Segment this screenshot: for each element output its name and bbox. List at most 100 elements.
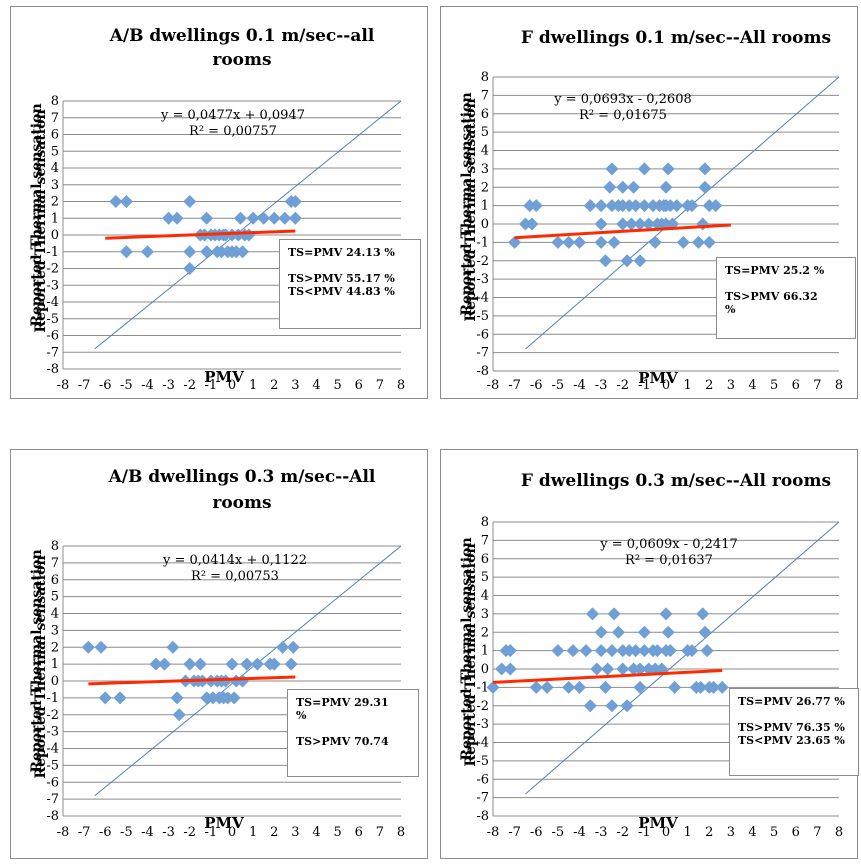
data-point: [141, 245, 154, 259]
data-point: [627, 180, 641, 194]
y-tick-label: 7: [481, 533, 489, 548]
ts-line: TS<PMV 23.65 %: [738, 734, 845, 747]
x-tick-label: 8: [835, 825, 843, 840]
data-point: [149, 657, 163, 671]
trendline-equation: y = 0,0477x + 0,0947: [160, 108, 305, 123]
y-tick-label: 0: [481, 662, 489, 677]
x-tick-label: -7: [78, 825, 91, 840]
ts-summary-box-4: TS=PMV 26.77 % TS>PMV 76.35 % TS<PMV 23.…: [729, 688, 859, 776]
x-tick-label: 3: [291, 825, 299, 840]
x-tick-label: 7: [813, 825, 821, 840]
y-tick-label: -4: [46, 742, 59, 757]
x-tick-label: -7: [508, 825, 521, 840]
x-tick-label: 6: [792, 378, 800, 393]
data-point: [227, 691, 241, 705]
data-point: [119, 245, 133, 259]
chart-3: A/B dwellings 0.3 m/sec--Allrooms8765432…: [29, 467, 405, 840]
data-point: [685, 644, 699, 658]
x-axis-label: PMV: [204, 814, 244, 832]
trendline: [514, 223, 731, 240]
x-tick-label: 3: [291, 378, 299, 393]
data-point: [659, 607, 673, 621]
y-tick-label: -7: [476, 346, 489, 361]
data-point: [616, 180, 630, 194]
y-tick-label: -7: [46, 345, 59, 360]
data-point: [594, 217, 608, 231]
data-point: [650, 644, 664, 658]
data-point: [81, 640, 95, 654]
data-point: [648, 235, 662, 249]
y-tick-label: 6: [51, 573, 59, 588]
data-point: [267, 657, 281, 671]
x-tick-label: -4: [141, 378, 154, 393]
ts-line: TS>PMV 76.35 %: [738, 721, 845, 734]
x-tick-label: 4: [748, 378, 756, 393]
data-point: [637, 625, 651, 639]
data-point: [661, 162, 675, 176]
data-point: [668, 680, 682, 694]
x-tick-label: -4: [573, 825, 586, 840]
data-point: [670, 199, 684, 213]
data-point: [240, 657, 254, 671]
data-point: [286, 640, 300, 654]
chart-panel-2: F dwellings 0.1 m/sec--All rooms 8 7 6 5 4 3 2 1…: [440, 6, 858, 399]
trendline: [88, 675, 296, 686]
data-point: [702, 235, 716, 249]
data-point: [236, 245, 250, 259]
x-tick-label: 6: [792, 825, 800, 840]
y-tick-label: -6: [476, 772, 489, 787]
y-tick-label: -3: [476, 272, 489, 287]
data-point: [590, 662, 604, 676]
y-axis-label-overlay: Reported Thermal sensation: [33, 109, 49, 332]
data-point: [607, 607, 621, 621]
x-tick-label: 1: [249, 825, 257, 840]
x-tick-label: 5: [770, 825, 778, 840]
data-point: [629, 199, 643, 213]
data-point: [633, 217, 647, 231]
data-point: [200, 245, 214, 259]
data-point: [642, 217, 656, 231]
y-tick-label: 0: [481, 217, 489, 232]
data-point: [698, 625, 712, 639]
trendline-r2: R² = 0,01637: [625, 553, 713, 568]
y-tick-label: 0: [51, 228, 59, 243]
data-point: [605, 162, 619, 176]
x-tick-label: -6: [99, 825, 112, 840]
y-tick-label: 5: [51, 590, 59, 605]
data-point: [694, 680, 708, 694]
x-tick-label: -3: [162, 378, 175, 393]
data-point: [585, 607, 599, 621]
chart-title: F dwellings 0.3 m/sec--All rooms: [521, 471, 831, 491]
data-point: [503, 662, 517, 676]
y-tick-label: -6: [46, 329, 59, 344]
ts-line: TS>PMV 70.74: [296, 735, 389, 748]
data-point: [633, 680, 647, 694]
data-point: [594, 644, 608, 658]
x-tick-label: 5: [333, 825, 341, 840]
y-tick-label: 4: [481, 144, 489, 159]
y-tick-label: -4: [476, 736, 489, 751]
x-tick-label: 3: [727, 825, 735, 840]
data-point: [166, 640, 180, 654]
trendline: [105, 229, 296, 240]
trendline-r2: R² = 0,00753: [191, 569, 279, 584]
data-point: [119, 195, 133, 208]
x-tick-label: 7: [813, 378, 821, 393]
data-point: [605, 644, 619, 658]
data-point: [503, 644, 517, 658]
data-point: [233, 211, 247, 225]
y-tick-label: 4: [481, 589, 489, 604]
x-tick-label: -6: [530, 825, 543, 840]
x-tick-label: 4: [312, 825, 320, 840]
x-axis-label: PMV: [638, 369, 678, 387]
y-tick-label: 4: [51, 161, 59, 176]
data-point: [583, 199, 597, 213]
data-point: [594, 625, 608, 639]
reference-line: [94, 545, 402, 797]
y-axis-label: Reported Thermal sensation: [29, 103, 45, 326]
trendline-r2: R² = 0,01675: [579, 108, 667, 123]
y-tick-label: 1: [51, 211, 59, 226]
y-tick-label: 0: [51, 674, 59, 689]
data-point: [94, 640, 108, 654]
data-point: [659, 180, 673, 194]
